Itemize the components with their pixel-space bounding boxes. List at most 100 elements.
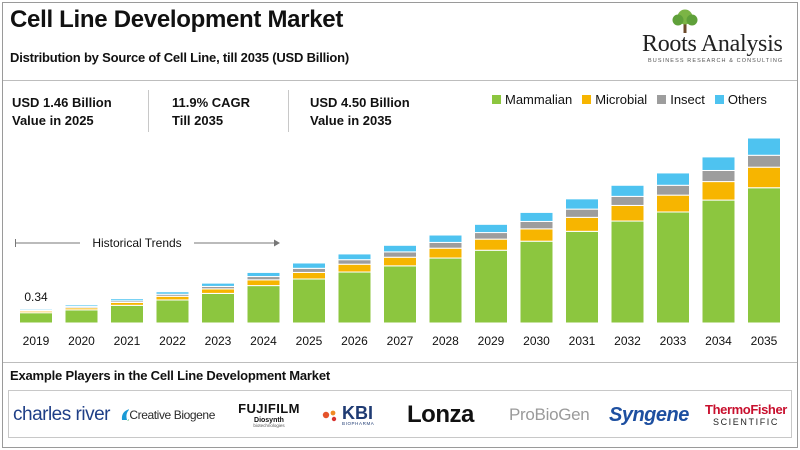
bar-segment-others [337, 253, 372, 261]
bar-segment-others [110, 298, 144, 302]
bar-segment-mammalian [701, 199, 736, 324]
x-tick-label: 2019 [23, 334, 50, 348]
stat-cagr-amount: 11.9% CAGR [172, 95, 251, 110]
bar-segment-microbial [610, 204, 645, 222]
stat-cagr-label: Till 2035 [172, 113, 224, 128]
bar-segment-others [701, 156, 736, 171]
legend-swatch [657, 95, 667, 104]
bar-segment-others [519, 211, 554, 222]
historical-trends-arrowhead [274, 239, 280, 247]
x-tick-label: 2022 [159, 334, 186, 348]
fujifilm-name: FUJIFILM [238, 400, 300, 416]
bar-segment-microbial [747, 166, 781, 189]
bar-segment-insect [337, 259, 372, 265]
x-tick-label: 2025 [296, 334, 323, 348]
stat-2025-amount: USD 1.46 Billion [12, 95, 112, 110]
bar-segment-insect [428, 241, 463, 249]
bar-segment-mammalian [565, 230, 599, 324]
logo-lonza: Lonza [407, 391, 497, 439]
syngene-name: Syngene [609, 403, 689, 426]
bar-segment-others [747, 137, 781, 156]
stat-2025-label: Value in 2025 [12, 113, 94, 128]
stat-cagr: 11.9% CAGR Till 2035 [172, 94, 250, 130]
historical-trends-label: Historical Trends [92, 236, 181, 250]
logo-fujifilm: FUJIFILM Diosynth biotechnologies [227, 391, 311, 439]
logo-kbi: KBI BIOPHARMA [321, 391, 401, 439]
creative-biogene-mark-icon [121, 409, 130, 421]
brand-name: Roots Analysis [642, 31, 783, 57]
stat-2035-label: Value in 2035 [310, 113, 392, 128]
x-tick-label: 2029 [478, 334, 505, 348]
stacked-bar-chart: 2019 2020 2021 2022 2023 2024 2025 2026 2027 2028… [15, 137, 781, 348]
bar-segment-others [610, 184, 645, 197]
bar-segment-insect [747, 154, 781, 168]
bar-segment-insect [474, 232, 508, 240]
bar-segment-microbial [201, 288, 235, 294]
players-heading: Example Players in the Cell Line Develop… [10, 368, 330, 383]
x-tick-label: 2026 [341, 334, 368, 348]
x-tick-label: 2031 [569, 334, 596, 348]
bar-segment-mammalian [246, 285, 281, 324]
bar-segment-mammalian [747, 187, 781, 324]
thermofisher-sub: SCIENTIFIC [712, 417, 779, 427]
legend-label: Mammalian [505, 92, 573, 107]
legend-item-mammalian: Mammalian [492, 92, 572, 107]
roots-analysis-logo: Roots Analysis BUSINESS RESEARCH & CONSU… [628, 8, 793, 74]
legend-label: Others [727, 92, 767, 107]
bar-segment-microbial [519, 228, 554, 242]
legend-item-microbial: Microbial [582, 92, 647, 107]
fujifilm-sub: Diosynth [254, 416, 284, 424]
bar-segment-others [64, 304, 99, 308]
kbi-swirl-icon [322, 410, 337, 422]
bar-segment-mammalian [201, 292, 235, 324]
player-logos-strip: charles river Creative Biogene FUJIFILM … [8, 390, 792, 438]
page-subtitle: Distribution by Source of Cell Line, til… [10, 50, 350, 65]
bar-segment-insect [383, 251, 417, 258]
bar-segment-microbial [656, 194, 690, 213]
bar-segment-mammalian [428, 257, 463, 324]
bar-segment-others [246, 271, 281, 278]
bar-segment-others [428, 234, 463, 243]
legend-item-others: Others [714, 92, 767, 107]
logo-probiogen: ProBioGen [509, 391, 605, 439]
bar-segment-mammalian [110, 304, 144, 324]
x-tick-label: 2034 [705, 334, 732, 348]
x-tick-label: 2035 [751, 334, 778, 348]
bar-segment-mammalian [474, 249, 508, 324]
logo-thermofisher: ThermoFisher SCIENTIFIC [703, 391, 789, 439]
x-tick-label: 2030 [523, 334, 550, 348]
bar-segment-mammalian [656, 211, 690, 324]
legend-swatch [492, 95, 501, 104]
bar-segment-insect [656, 184, 690, 196]
bar-segment-microbial [337, 263, 372, 273]
lonza-name: Lonza [407, 401, 474, 428]
bar-segment-microbial [292, 271, 326, 280]
stat-divider [148, 90, 149, 132]
legend-swatch [714, 95, 724, 104]
bar-segment-insect [565, 208, 599, 218]
bar-segment-microbial [246, 279, 281, 287]
x-tick-label: 2032 [614, 334, 641, 348]
x-tick-label: 2023 [205, 334, 232, 348]
bar-segment-insect [701, 169, 736, 183]
bar-segment-others [292, 262, 326, 269]
logo-charles-river: charles river [13, 391, 113, 439]
logo-creative-biogene: Creative Biogene [119, 391, 215, 439]
brand-tagline: BUSINESS RESEARCH & CONSULTING [648, 58, 784, 64]
bar-segment-insect [610, 195, 645, 206]
bar-segment-microbial [474, 238, 508, 251]
bar-segment-mammalian [610, 220, 645, 324]
stats-chart-panel [3, 80, 797, 363]
bar-segment-mammalian [64, 309, 99, 324]
fujifilm-sub2: biotechnologies [253, 422, 285, 428]
stat-value-2025: USD 1.46 Billion Value in 2025 [12, 94, 112, 130]
bar-segment-microbial [701, 181, 736, 201]
kbi-sub: BIOPHARMA [342, 420, 375, 426]
bar-segment-others [565, 198, 599, 210]
x-tick-label: 2028 [432, 334, 459, 348]
x-tick-label: 2024 [250, 334, 277, 348]
bar-segment-others [201, 282, 235, 287]
bar-segment-mammalian [19, 312, 53, 324]
bar-segment-microbial [155, 295, 190, 301]
